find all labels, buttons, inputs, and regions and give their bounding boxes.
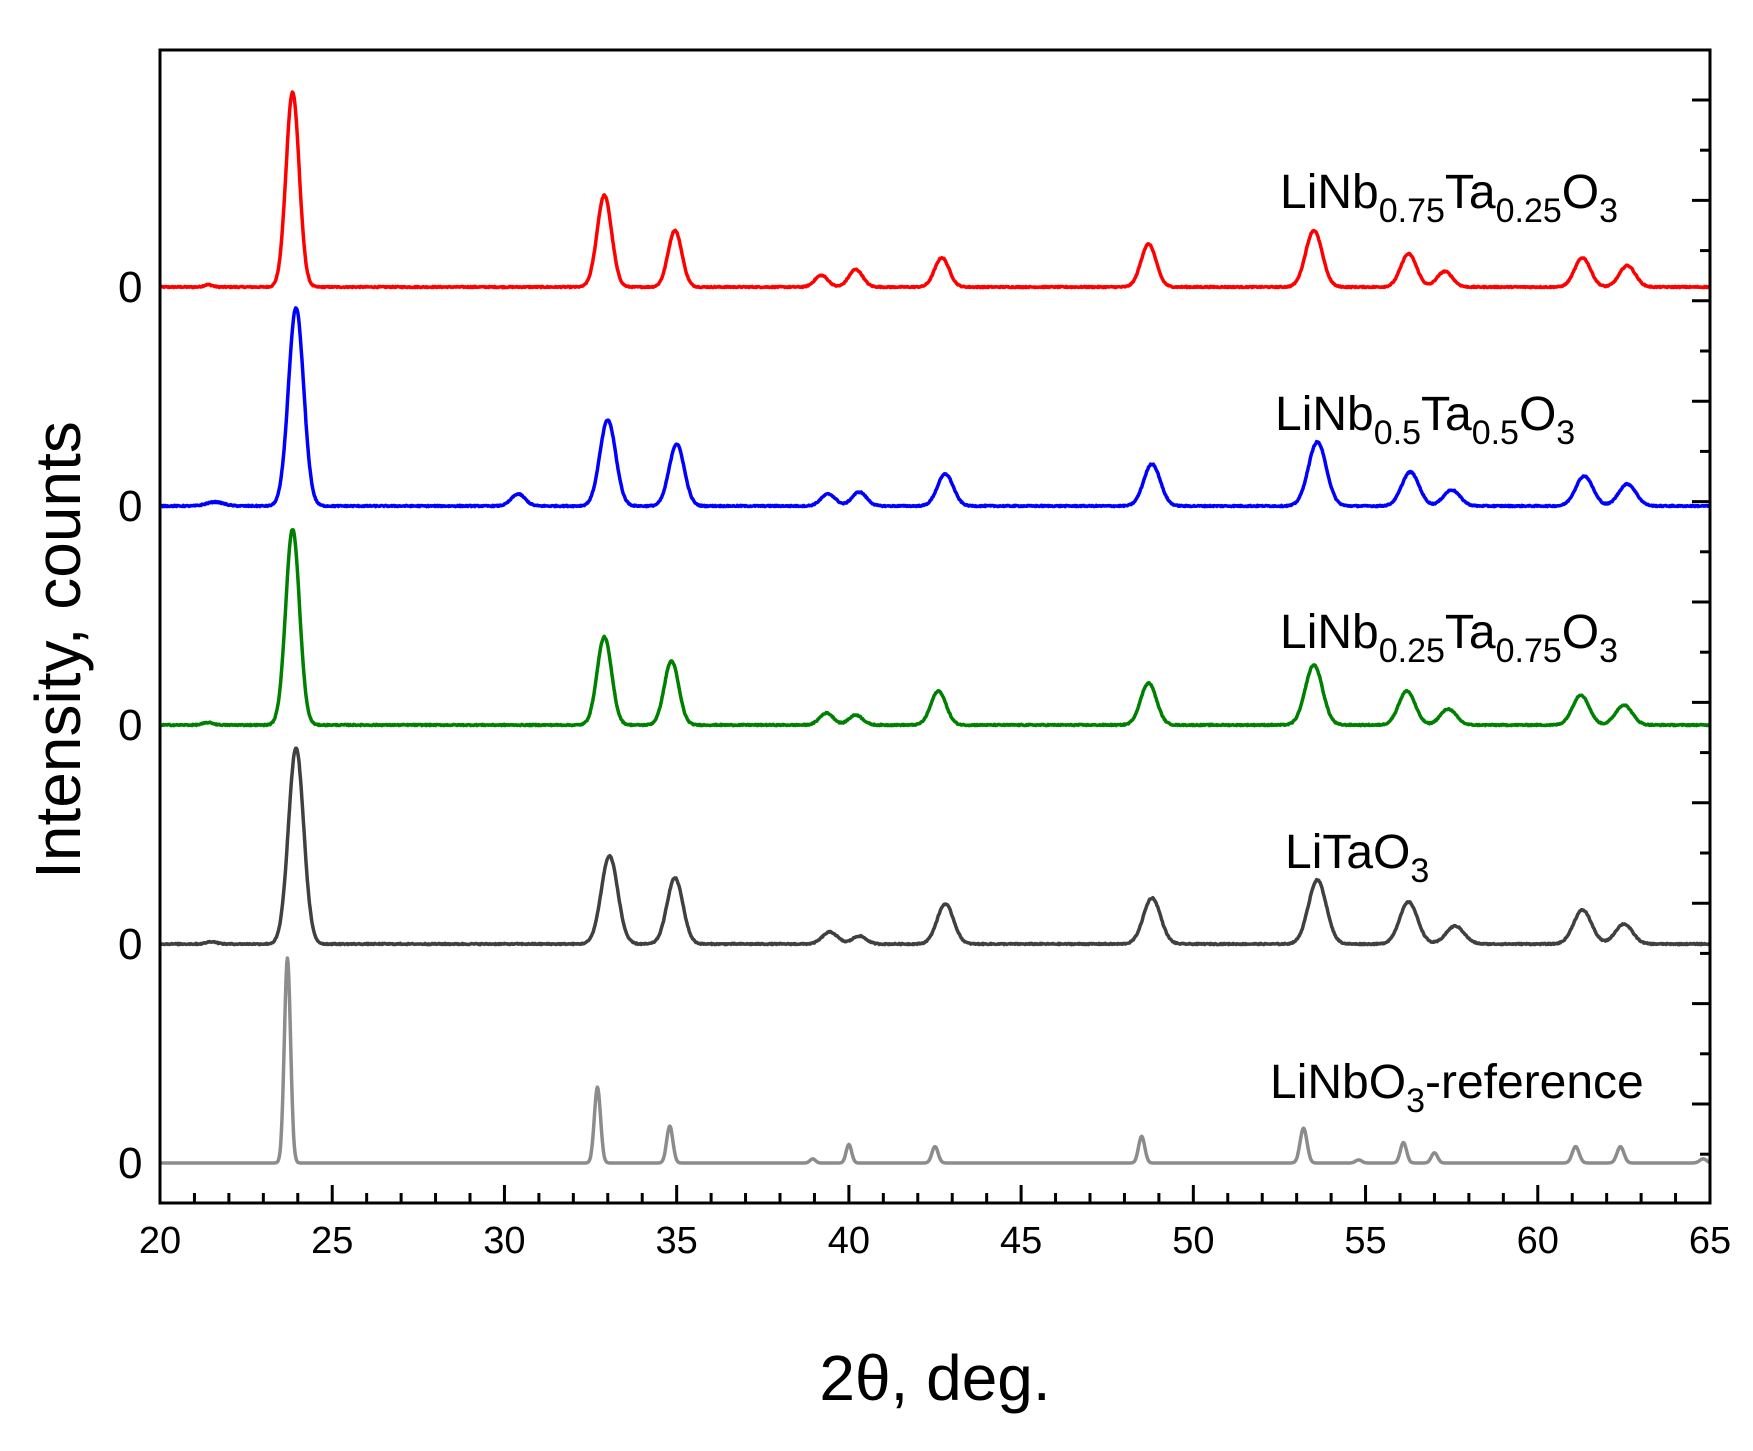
series-label-2: LiNb0.25Ta0.75O3: [1280, 606, 1618, 670]
series-line-2: [158, 527, 1712, 728]
series-label-0: LiNb0.75Ta0.25O3: [1280, 166, 1618, 230]
series-label-0-part-3: 0.25: [1496, 192, 1562, 230]
zero-label-0: 0: [118, 263, 142, 312]
x-tick-label-30: 30: [483, 1220, 525, 1262]
series-label-4-part-0: LiNbO: [1270, 1056, 1406, 1109]
series-label-1-part-2: Ta: [1421, 388, 1472, 441]
x-tick-label-40: 40: [828, 1220, 870, 1262]
zero-labels: 0 0 0 0 0: [118, 263, 142, 1188]
series-label-4-part-2: -reference: [1425, 1056, 1644, 1109]
x-tick-label-55: 55: [1344, 1220, 1386, 1262]
series-line-0: [158, 90, 1712, 290]
zero-label-1: 0: [118, 482, 142, 531]
x-tick-label-65: 65: [1689, 1220, 1731, 1262]
x-tick-label-35: 35: [656, 1220, 698, 1262]
y-axis-title: Intensity, counts: [22, 421, 94, 879]
right-axis-ticks: [1692, 98, 1710, 1156]
series-line-4: [158, 956, 1712, 1165]
series-line-3: [158, 746, 1712, 947]
series-label-1: LiNb0.5Ta0.5O3: [1275, 388, 1575, 452]
x-tick-label-50: 50: [1172, 1220, 1214, 1262]
series-label-2-part-3: 0.75: [1496, 632, 1562, 670]
zero-label-4: 0: [118, 1139, 142, 1188]
series-label-3-part-0: LiTaO: [1285, 826, 1410, 879]
x-tick-label-20: 20: [139, 1220, 181, 1262]
series-label-2-part-2: Ta: [1445, 606, 1496, 659]
x-tick-label-25: 25: [311, 1220, 353, 1262]
series-label-0-part-2: Ta: [1445, 166, 1496, 219]
series-labels: LiNb0.75Ta0.25O3LiNb0.5Ta0.5O3LiNb0.25Ta…: [1270, 166, 1644, 1120]
x-tick-label-45: 45: [1000, 1220, 1042, 1262]
series-line-1: [158, 306, 1712, 509]
series-label-1-part-4: O: [1519, 388, 1556, 441]
zero-label-2: 0: [118, 701, 142, 750]
series-label-0-part-0: LiNb: [1280, 166, 1379, 219]
series-label-1-part-0: LiNb: [1275, 388, 1374, 441]
series-label-1-part-3: 0.5: [1472, 414, 1519, 452]
series-label-2-part-5: 3: [1599, 632, 1618, 670]
x-axis-title: 2θ, deg.: [819, 1342, 1050, 1414]
plot-frame: [158, 48, 1712, 1205]
traces-group: [158, 90, 1712, 1165]
series-label-0-part-5: 3: [1599, 192, 1618, 230]
series-label-2-part-4: O: [1562, 606, 1599, 659]
series-label-1-part-1: 0.5: [1374, 414, 1421, 452]
x-tick-label-60: 60: [1517, 1220, 1559, 1262]
series-label-3: LiTaO3: [1285, 826, 1429, 890]
series-label-4-part-1: 3: [1406, 1082, 1425, 1120]
series-label-1-part-5: 3: [1556, 414, 1575, 452]
series-label-0-part-4: O: [1562, 166, 1599, 219]
series-label-2-part-0: LiNb: [1280, 606, 1379, 659]
series-label-4: LiNbO3-reference: [1270, 1056, 1644, 1120]
series-label-0-part-1: 0.75: [1379, 192, 1445, 230]
series-label-3-part-1: 3: [1410, 852, 1429, 890]
series-label-2-part-1: 0.25: [1379, 632, 1445, 670]
x-axis-ticks: 20 25 30 35 40 45 50 55 60 65: [139, 1185, 1731, 1262]
zero-label-3: 0: [118, 920, 142, 969]
